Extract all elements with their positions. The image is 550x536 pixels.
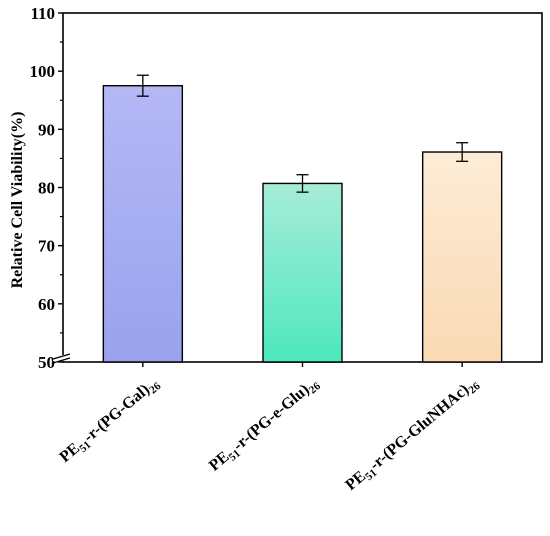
axis-break-gap	[53, 355, 71, 361]
bar	[262, 182, 343, 363]
y-tick-label: 70	[38, 237, 55, 256]
x-tick-label: PE51-r-(PG-e-Glu)26	[206, 374, 323, 477]
y-tick-label: 100	[30, 62, 56, 81]
bar	[421, 151, 503, 363]
y-tick-label: 110	[30, 4, 55, 23]
y-tick-label: 50	[38, 353, 55, 372]
bar	[102, 85, 184, 363]
axis-break-mark	[52, 353, 71, 360]
y-tick-label: 80	[38, 179, 55, 198]
y-tick-label: 90	[38, 120, 55, 139]
plot-area: 50 60 70 80 90 100 110 PE51-r-(PG-Gal)26 PE51-r-…	[30, 4, 543, 497]
y-axis-title: Relative Cell Viability(%)	[9, 112, 26, 289]
x-tick-label: PE51-r-(PG-Gal)26	[56, 374, 163, 469]
x-tick-label: PE51-r-(PG-GluNHAc)26	[342, 374, 483, 497]
axis-break-mark	[52, 357, 71, 364]
y-tick-label: 60	[38, 295, 55, 314]
